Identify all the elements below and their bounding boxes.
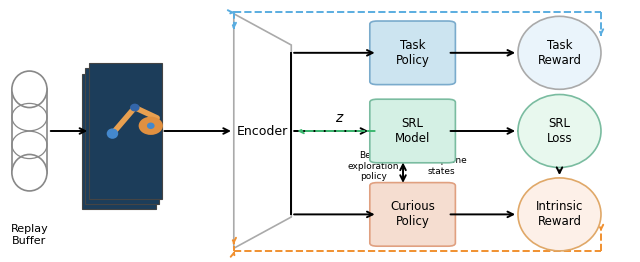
Ellipse shape	[147, 123, 155, 129]
Text: Curious
Policy: Curious Policy	[390, 200, 435, 228]
Polygon shape	[234, 14, 291, 248]
Text: SRL
Loss: SRL Loss	[547, 117, 572, 145]
Ellipse shape	[107, 128, 118, 139]
Text: Better
exploration
policy: Better exploration policy	[348, 151, 399, 181]
FancyBboxPatch shape	[370, 21, 456, 85]
Text: Replay
Buffer: Replay Buffer	[10, 225, 48, 246]
FancyBboxPatch shape	[370, 183, 456, 246]
FancyBboxPatch shape	[88, 63, 162, 199]
Ellipse shape	[518, 16, 601, 89]
Bar	[12, 89, 47, 173]
Text: z: z	[335, 111, 343, 125]
Text: Encoder: Encoder	[237, 124, 288, 138]
Text: Task
Reward: Task Reward	[538, 39, 582, 67]
Text: Error-prone
states: Error-prone states	[416, 156, 467, 176]
Ellipse shape	[518, 178, 601, 251]
Ellipse shape	[12, 71, 47, 107]
Ellipse shape	[12, 155, 47, 191]
Ellipse shape	[130, 104, 140, 111]
FancyBboxPatch shape	[82, 74, 156, 209]
FancyBboxPatch shape	[370, 99, 456, 163]
Ellipse shape	[518, 95, 601, 167]
Text: Intrinsic
Reward: Intrinsic Reward	[536, 200, 583, 228]
Ellipse shape	[139, 117, 163, 135]
Text: SRL
Model: SRL Model	[395, 117, 430, 145]
Text: Task
Policy: Task Policy	[396, 39, 429, 67]
FancyBboxPatch shape	[85, 68, 159, 204]
